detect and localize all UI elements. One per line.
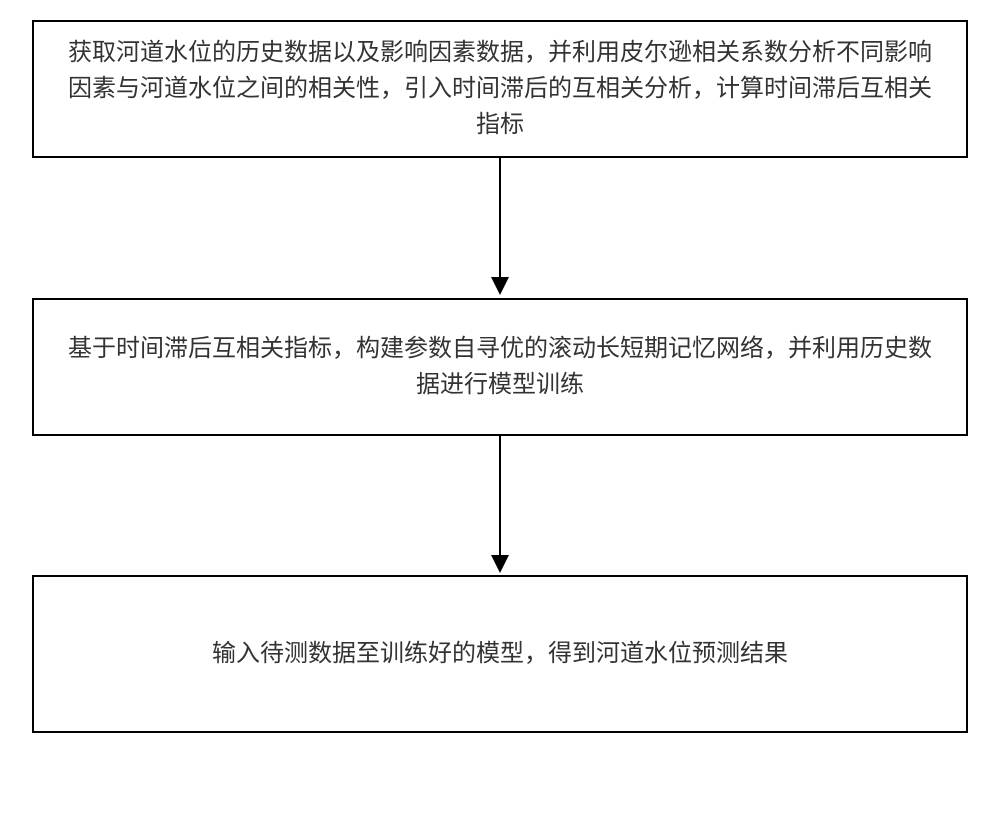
arrow-head-icon	[491, 277, 509, 295]
arrow-line	[499, 158, 501, 278]
node-text: 基于时间滞后互相关指标，构建参数自寻优的滚动长短期记忆网络，并利用历史数据进行模…	[64, 331, 936, 403]
node-text: 获取河道水位的历史数据以及影响因素数据，并利用皮尔逊相关系数分析不同影响因素与河…	[64, 35, 936, 143]
arrow-line	[499, 436, 501, 556]
arrow-head-icon	[491, 555, 509, 573]
flowchart-node-step2: 基于时间滞后互相关指标，构建参数自寻优的滚动长短期记忆网络，并利用历史数据进行模…	[32, 298, 968, 436]
node-text: 输入待测数据至训练好的模型，得到河道水位预测结果	[212, 636, 788, 672]
flowchart-node-step3: 输入待测数据至训练好的模型，得到河道水位预测结果	[32, 575, 968, 733]
arrow-step2-step3	[491, 436, 509, 573]
flowchart-container: 获取河道水位的历史数据以及影响因素数据，并利用皮尔逊相关系数分析不同影响因素与河…	[0, 0, 1000, 813]
arrow-step1-step2	[491, 158, 509, 295]
flowchart-node-step1: 获取河道水位的历史数据以及影响因素数据，并利用皮尔逊相关系数分析不同影响因素与河…	[32, 20, 968, 158]
